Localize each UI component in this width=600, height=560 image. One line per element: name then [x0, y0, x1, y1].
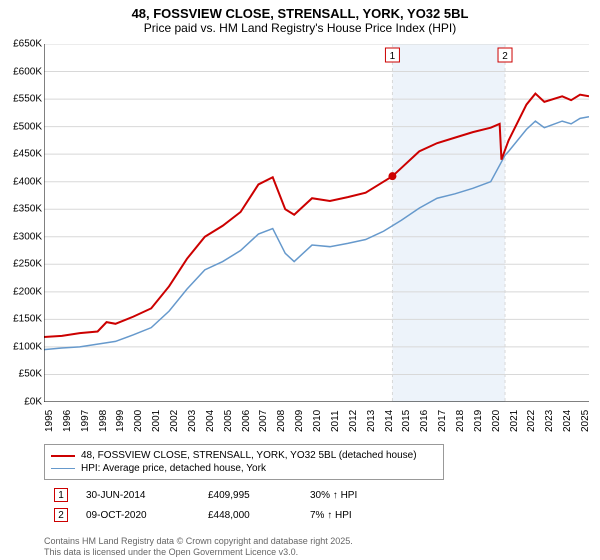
y-tick-label: £50K [19, 369, 42, 380]
x-tick-label: 2016 [419, 410, 430, 432]
marker-number-box: 2 [54, 508, 68, 522]
x-tick-label: 2013 [366, 410, 377, 432]
x-tick-label: 2020 [491, 410, 502, 432]
x-tick-label: 2002 [169, 410, 180, 432]
plot-area: 12 [44, 44, 589, 402]
x-tick-label: 2009 [294, 410, 305, 432]
x-tick-label: 2001 [151, 410, 162, 432]
y-tick-label: £200K [13, 286, 42, 297]
marker-date: 30-JUN-2014 [78, 486, 198, 504]
y-tick-label: £450K [13, 149, 42, 160]
y-tick-label: £500K [13, 121, 42, 132]
x-tick-label: 2024 [562, 410, 573, 432]
svg-text:1: 1 [390, 51, 396, 62]
table-row: 1 30-JUN-2014£409,99530% ↑ HPI [46, 486, 365, 504]
x-tick-label: 1999 [115, 410, 126, 432]
x-tick-label: 2000 [133, 410, 144, 432]
y-tick-label: £600K [13, 66, 42, 77]
y-tick-label: £150K [13, 314, 42, 325]
legend-swatch [51, 468, 75, 470]
footer-line2: This data is licensed under the Open Gov… [44, 547, 353, 558]
chart-subtitle: Price paid vs. HM Land Registry's House … [0, 21, 600, 39]
x-tick-label: 2010 [312, 410, 323, 432]
legend-item: 48, FOSSVIEW CLOSE, STRENSALL, YORK, YO3… [51, 449, 437, 462]
x-tick-label: 2021 [509, 410, 520, 432]
x-tick-label: 1998 [98, 410, 109, 432]
y-tick-label: £250K [13, 259, 42, 270]
x-tick-label: 2004 [205, 410, 216, 432]
footer-line1: Contains HM Land Registry data © Crown c… [44, 536, 353, 547]
x-tick-label: 2019 [473, 410, 484, 432]
legend-swatch [51, 455, 75, 457]
y-tick-label: £350K [13, 204, 42, 215]
x-tick-label: 1997 [80, 410, 91, 432]
markers-table: 1 30-JUN-2014£409,99530% ↑ HPI 2 09-OCT-202… [44, 484, 367, 526]
chart-title: 48, FOSSVIEW CLOSE, STRENSALL, YORK, YO3… [0, 0, 600, 21]
chart-container: 48, FOSSVIEW CLOSE, STRENSALL, YORK, YO3… [0, 0, 600, 560]
x-tick-label: 2007 [258, 410, 269, 432]
marker-date: 09-OCT-2020 [78, 506, 198, 524]
x-tick-label: 2022 [526, 410, 537, 432]
marker-delta: 7% ↑ HPI [302, 506, 365, 524]
x-tick-label: 1996 [62, 410, 73, 432]
y-tick-label: £650K [13, 39, 42, 50]
x-tick-label: 2005 [223, 410, 234, 432]
x-tick-label: 2014 [384, 410, 395, 432]
x-tick-label: 1995 [44, 410, 55, 432]
plot-svg: 12 [44, 44, 589, 402]
legend-box: 48, FOSSVIEW CLOSE, STRENSALL, YORK, YO3… [44, 444, 444, 480]
x-tick-label: 2023 [544, 410, 555, 432]
x-tick-label: 2015 [401, 410, 412, 432]
legend-item: HPI: Average price, detached house, York [51, 462, 437, 475]
marker-delta: 30% ↑ HPI [302, 486, 365, 504]
marker-price: £448,000 [200, 506, 300, 524]
footer: Contains HM Land Registry data © Crown c… [44, 536, 353, 558]
marker-number-box: 1 [54, 488, 68, 502]
legend-label: HPI: Average price, detached house, York [81, 463, 266, 474]
x-tick-label: 2011 [330, 410, 341, 432]
y-tick-label: £300K [13, 231, 42, 242]
x-tick-label: 2006 [241, 410, 252, 432]
svg-text:2: 2 [502, 51, 508, 62]
x-axis: 1995 1996 1997 1998 1999 2000 2001 2002 2003 2004… [44, 402, 589, 444]
y-tick-label: £400K [13, 176, 42, 187]
y-axis: £0K£50K£100K£150K£200K£250K£300K£350K£40… [0, 44, 44, 402]
x-tick-label: 2025 [580, 410, 591, 432]
table-row: 2 09-OCT-2020£448,0007% ↑ HPI [46, 506, 365, 524]
legend-label: 48, FOSSVIEW CLOSE, STRENSALL, YORK, YO3… [81, 450, 417, 461]
y-tick-label: £550K [13, 94, 42, 105]
y-tick-label: £0K [24, 397, 42, 408]
x-tick-label: 2003 [187, 410, 198, 432]
y-tick-label: £100K [13, 341, 42, 352]
marker-price: £409,995 [200, 486, 300, 504]
x-tick-label: 2018 [455, 410, 466, 432]
x-tick-label: 2017 [437, 410, 448, 432]
x-tick-label: 2012 [348, 410, 359, 432]
x-tick-label: 2008 [276, 410, 287, 432]
